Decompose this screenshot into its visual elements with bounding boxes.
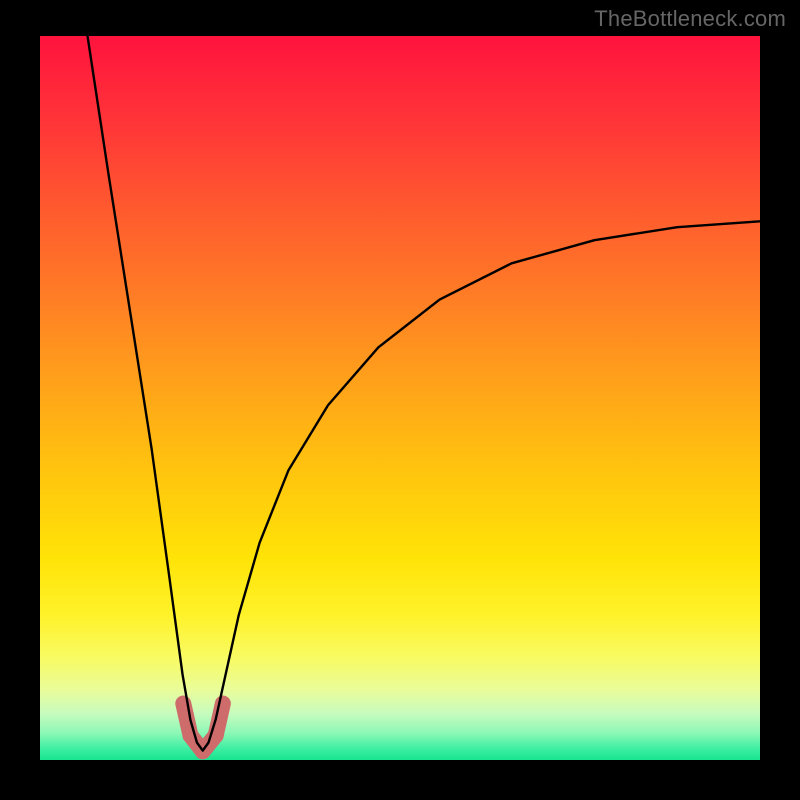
watermark-text: TheBottleneck.com: [594, 6, 786, 32]
chart-container: TheBottleneck.com: [0, 0, 800, 800]
chart-svg: [0, 0, 800, 800]
plot-gradient-background: [40, 36, 760, 760]
